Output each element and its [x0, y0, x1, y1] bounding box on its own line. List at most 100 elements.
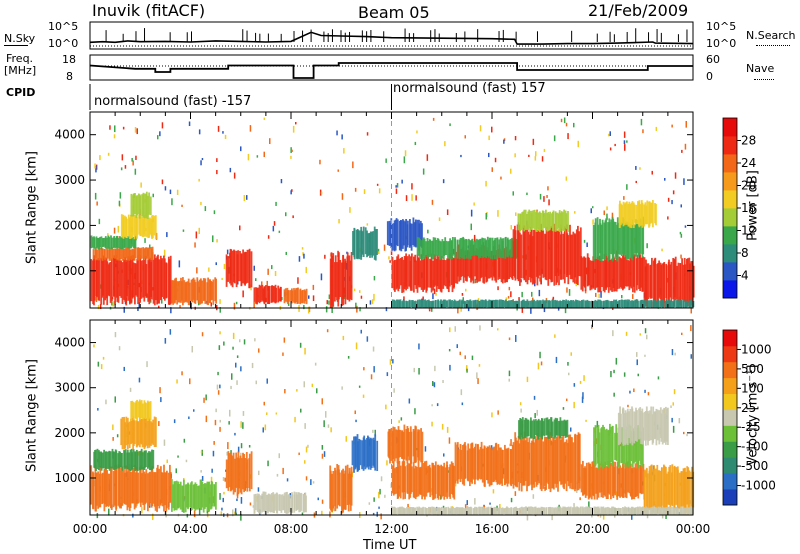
- velocity-speckle: [355, 419, 357, 423]
- velocity-echo: [398, 429, 400, 458]
- power-speckle: [679, 231, 682, 235]
- velocity-echo: [450, 461, 453, 495]
- velocity-speckle: [555, 356, 558, 364]
- power-speckle: [470, 223, 472, 231]
- velocity-speckle: [464, 504, 467, 510]
- velocity-speckle: [378, 506, 380, 509]
- power-echo: [100, 257, 103, 305]
- power-echo: [625, 299, 628, 308]
- velocity-echo: [128, 421, 131, 448]
- velocity-speckle: [242, 422, 244, 429]
- velocity-echo: [565, 439, 568, 492]
- power-echo: [663, 262, 666, 304]
- velocity-speckle: [613, 392, 615, 397]
- power-speckle: [632, 294, 634, 299]
- power-echo: [571, 300, 573, 308]
- power-echo: [400, 258, 402, 286]
- power-speckle: [320, 191, 323, 195]
- velocity-echo: [177, 481, 180, 509]
- power-echo: [613, 221, 616, 254]
- power-speckle: [157, 135, 159, 140]
- power-echo: [607, 222, 609, 262]
- velocity-echo: [482, 507, 484, 515]
- velocity-echo: [614, 461, 616, 496]
- velocity-speckle: [434, 365, 436, 372]
- power-echo: [548, 300, 550, 308]
- power-ytick-label: 3000: [54, 173, 85, 187]
- velocity-echo: [637, 507, 640, 515]
- power-echo: [630, 202, 633, 229]
- velocity-echo: [467, 507, 470, 515]
- power-speckle: [200, 201, 202, 206]
- power-echo: [357, 230, 359, 259]
- noise-right-tick-bottom: 10^0: [706, 37, 737, 50]
- power-echo: [657, 300, 660, 308]
- velocity-speckle: [461, 402, 464, 406]
- velocity-echo: [215, 482, 217, 510]
- velocity-speckle: [570, 427, 572, 432]
- power-echo: [639, 204, 642, 226]
- power-echo: [569, 234, 572, 280]
- power-echo: [637, 201, 639, 224]
- velocity-speckle: [304, 347, 306, 355]
- velocity-echo: [656, 464, 659, 514]
- power-echo: [358, 230, 361, 260]
- noise-left-line: [4, 45, 28, 46]
- power-speckle: [422, 296, 424, 301]
- power-echo: [104, 257, 107, 301]
- power-echo: [510, 300, 513, 308]
- power-speckle: [485, 180, 487, 187]
- velocity-echo: [647, 508, 650, 515]
- velocity-speckle: [102, 356, 105, 360]
- velocity-echo: [286, 491, 288, 514]
- power-echo: [469, 240, 472, 260]
- power-echo: [237, 250, 240, 282]
- velocity-echo: [195, 484, 198, 510]
- power-echo: [543, 213, 546, 229]
- power-echo: [131, 248, 134, 260]
- power-echo: [127, 256, 129, 301]
- power-echo: [212, 279, 215, 305]
- velocity-speckle: [299, 342, 302, 348]
- power-speckle: [161, 299, 163, 304]
- velocity-echo: [541, 506, 544, 515]
- power-speckle: [403, 296, 405, 302]
- power-speckle: [263, 151, 265, 158]
- velocity-echo: [155, 417, 157, 447]
- power-speckle: [99, 155, 101, 161]
- velocity-speckle: [314, 362, 317, 366]
- power-echo: [686, 258, 689, 306]
- velocity-echo: [657, 506, 660, 515]
- power-echo: [393, 220, 396, 252]
- velocity-speckle: [374, 429, 376, 437]
- velocity-echo: [493, 446, 496, 482]
- power-echo: [410, 223, 413, 251]
- power-echo: [488, 251, 491, 279]
- freq-tick-bottom: 8: [66, 70, 73, 83]
- velocity-echo: [121, 453, 123, 471]
- velocity-speckle: [613, 369, 615, 374]
- velocity-speckle: [205, 394, 207, 401]
- power-speckle: [371, 299, 374, 305]
- power-echo: [558, 230, 560, 286]
- velocity-speckle: [362, 394, 365, 398]
- velocity-speckle: [159, 387, 161, 394]
- power-speckle: [395, 188, 398, 194]
- velocity-echo: [403, 508, 405, 515]
- velocity-speckle: [432, 381, 434, 387]
- power-speckle: [414, 141, 417, 146]
- power-echo: [140, 260, 143, 299]
- velocity-speckle: [203, 397, 205, 403]
- velocity-echo: [607, 461, 610, 494]
- power-speckle: [623, 196, 625, 200]
- power-echo: [263, 286, 266, 305]
- power-speckle: [667, 216, 669, 220]
- power-speckle: [600, 290, 602, 298]
- power-echo: [396, 299, 399, 308]
- power-echo: [447, 241, 449, 259]
- velocity-speckle: [341, 386, 343, 390]
- velocity-speckle: [681, 332, 683, 336]
- velocity-echo: [629, 508, 632, 515]
- velocity-speckle: [466, 500, 468, 506]
- velocity-speckle: [219, 384, 221, 389]
